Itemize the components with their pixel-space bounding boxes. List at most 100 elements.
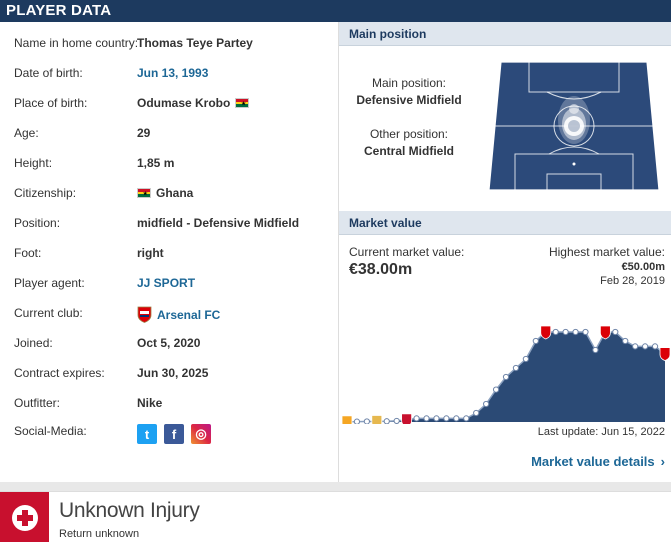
- info-text: midfield - Defensive Midfield: [137, 216, 300, 230]
- market-value-point[interactable]: [473, 409, 480, 417]
- market-value-point[interactable]: [443, 415, 450, 422]
- market-value-chart[interactable]: [339, 304, 671, 424]
- market-value-point[interactable]: [433, 415, 440, 422]
- market-value-point[interactable]: [552, 328, 559, 336]
- main-position-block: Main position: Defensive Midfield: [339, 76, 479, 107]
- info-row: Name in home country: Thomas Teye Partey: [14, 36, 334, 52]
- info-row: Place of birth: Odumase Krobo ★: [14, 96, 334, 112]
- club-badge-point[interactable]: [540, 325, 552, 340]
- club-badge-point[interactable]: [659, 347, 671, 362]
- market-value-details-label: Market value details: [531, 454, 655, 469]
- club-badge-point[interactable]: [371, 415, 383, 424]
- injury-subtitle: Return unknown: [59, 528, 140, 540]
- market-value-point[interactable]: [353, 418, 361, 424]
- info-label: Date of birth:: [14, 66, 83, 80]
- info-text: Nike: [137, 396, 163, 410]
- medical-cross-icon: [0, 492, 49, 542]
- info-row: Joined: Oct 5, 2020: [14, 336, 334, 352]
- info-row: Player agent: JJ SPORT: [14, 276, 334, 292]
- info-row: Social-Media: t f ◎: [14, 424, 334, 444]
- info-value: Jun 13, 1993: [137, 66, 208, 80]
- club-badge-point[interactable]: [401, 413, 413, 424]
- facebook-icon[interactable]: f: [164, 424, 184, 444]
- info-value: 1,85 m: [137, 156, 174, 170]
- market-value-point[interactable]: [483, 400, 490, 408]
- market-value-point[interactable]: [592, 346, 599, 354]
- main-position-label: Main position:: [371, 76, 447, 90]
- info-label: Foot:: [14, 246, 42, 260]
- arsenal-badge-icon: [137, 306, 152, 323]
- info-text: right: [137, 246, 164, 260]
- info-row: Contract expires: Jun 30, 2025: [14, 366, 334, 382]
- info-row: Height: 1,85 m: [14, 156, 334, 172]
- info-label: Outfitter:: [14, 396, 61, 410]
- injury-banner: Unknown Injury Return unknown: [0, 491, 671, 542]
- info-text: Ghana: [156, 186, 194, 200]
- info-value: right: [137, 246, 164, 260]
- market-value-point[interactable]: [612, 328, 619, 336]
- info-label: Social-Media:: [14, 424, 87, 438]
- twitter-icon[interactable]: t: [137, 424, 157, 444]
- info-label: Age:: [14, 126, 39, 140]
- info-text: Jun 30, 2025: [137, 366, 209, 380]
- market-value-point[interactable]: [582, 328, 589, 336]
- market-value-point[interactable]: [642, 343, 649, 350]
- info-text: Odumase Krobo: [137, 96, 231, 110]
- info-text: Oct 5, 2020: [137, 336, 201, 350]
- info-row: Foot: right: [14, 246, 334, 262]
- info-row: Position: midfield - Defensive Midfield: [14, 216, 334, 232]
- market-value-section-title: Market value: [349, 216, 422, 230]
- info-label: Place of birth:: [14, 96, 88, 110]
- club-badge-point[interactable]: [599, 325, 611, 340]
- info-text: 1,85 m: [137, 156, 175, 170]
- highest-market-value-label: Highest market value:: [548, 245, 665, 259]
- market-value-point[interactable]: [512, 364, 520, 372]
- instagram-icon[interactable]: ◎: [191, 424, 211, 444]
- info-link[interactable]: JJ SPORT: [137, 276, 196, 290]
- market-value-point[interactable]: [622, 337, 629, 345]
- market-value-point[interactable]: [383, 418, 390, 424]
- market-value-point[interactable]: [413, 415, 420, 422]
- other-position-label: Other position:: [369, 127, 449, 141]
- market-value-point[interactable]: [423, 415, 430, 422]
- market-value-point[interactable]: [502, 373, 510, 381]
- info-link[interactable]: Jun 13, 1993: [137, 66, 209, 80]
- market-value-point[interactable]: [363, 418, 370, 424]
- position-section-title: Main position: [349, 27, 427, 41]
- market-value-point[interactable]: [651, 343, 659, 350]
- info-value: JJ SPORT: [137, 276, 195, 290]
- market-value-point[interactable]: [632, 343, 639, 350]
- market-value-section-header: Market value: [339, 211, 671, 235]
- market-value-point[interactable]: [393, 417, 400, 424]
- market-value-point[interactable]: [463, 415, 470, 422]
- info-value: Thomas Teye Partey: [137, 36, 253, 50]
- info-label: Position:: [14, 216, 61, 230]
- last-update-text: Last update: Jun 15, 2022: [537, 426, 665, 438]
- market-value-point[interactable]: [453, 415, 460, 422]
- other-position-value: Central Midfield: [363, 144, 454, 158]
- info-link[interactable]: Arsenal FC: [157, 307, 221, 322]
- info-value: t f ◎: [137, 424, 211, 444]
- pitch-diagram: [488, 61, 660, 191]
- market-value-point[interactable]: [532, 337, 539, 345]
- highest-market-value: €50.00m: [621, 261, 665, 273]
- info-label: Player agent:: [14, 276, 85, 290]
- ghana-flag-icon: ★: [235, 98, 250, 108]
- club-badge-point[interactable]: [341, 415, 353, 424]
- market-value-point[interactable]: [522, 355, 529, 363]
- current-market-value: €38.00m: [349, 261, 413, 278]
- info-value: ★ Ghana: [137, 186, 193, 200]
- info-row: Age: 29: [14, 126, 334, 142]
- info-label: Citizenship:: [14, 186, 77, 200]
- market-value-details-link[interactable]: Market value details ›: [531, 454, 665, 469]
- info-row: Citizenship: ★ Ghana: [14, 186, 334, 202]
- market-value-point[interactable]: [572, 328, 579, 336]
- info-value: Odumase Krobo ★: [137, 96, 250, 110]
- info-value: Jun 30, 2025: [137, 366, 208, 380]
- info-row: Outfitter: Nike: [14, 396, 334, 412]
- other-position-block: Other position: Central Midfield: [339, 127, 479, 158]
- highest-market-value-date: Feb 28, 2019: [600, 275, 665, 287]
- market-value-point[interactable]: [492, 386, 500, 393]
- market-value-point[interactable]: [562, 328, 569, 336]
- info-value: 29: [137, 126, 150, 140]
